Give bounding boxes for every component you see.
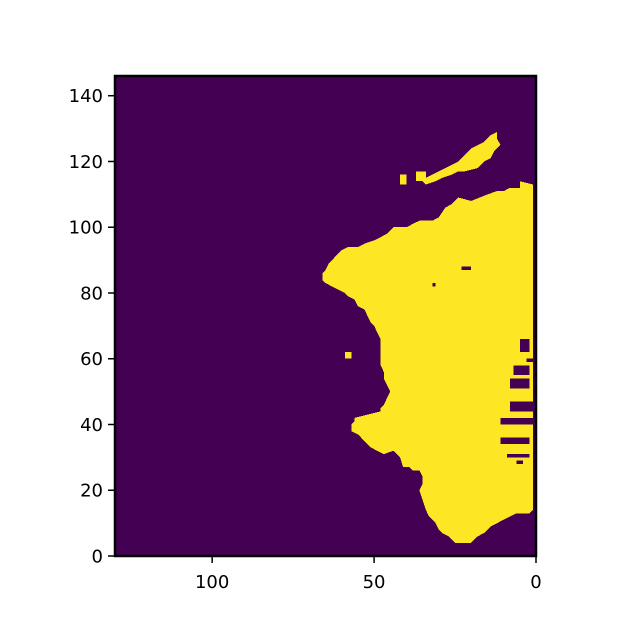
y-tick-label-0: 0 [92,547,103,568]
y-tick-label-2: 40 [80,415,103,436]
island-region [422,131,501,185]
water-channel-8 [461,266,472,270]
water-channel-9 [432,283,436,287]
water-channel-0 [513,365,530,376]
x-tick-label-1: 50 [363,572,386,593]
land-region [322,181,533,543]
x-tick-label-2: 0 [530,572,541,593]
y-axis: 0 20 40 60 80 100 120 140 [69,86,115,568]
water-channel-6 [516,460,524,464]
y-tick-label-1: 20 [80,481,103,502]
land-speck-3 [409,266,413,270]
plot-frame [113,74,538,558]
land-speck-0 [399,174,407,185]
land-speck-2 [344,352,352,359]
land-speck-1 [416,171,426,182]
water-channel-1 [510,378,530,389]
y-tick-label-7: 140 [69,86,103,107]
water-channel-3 [500,417,533,425]
y-tick-label-3: 60 [80,349,103,370]
plot-area [113,74,538,558]
plot-content [115,76,536,556]
water-channel-5 [506,454,530,458]
y-tick-label-5: 100 [69,218,103,239]
x-tick-label-0: 100 [195,572,229,593]
y-tick-label-4: 80 [80,283,103,304]
water-channel-7 [519,339,530,353]
x-axis: 100 50 0 [195,556,542,593]
water-channel-2 [510,401,533,412]
y-tick-label-6: 120 [69,152,103,173]
water-channel-4 [500,437,530,445]
water-channel-10 [526,358,533,363]
